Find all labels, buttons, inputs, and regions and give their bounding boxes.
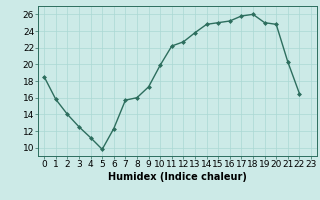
X-axis label: Humidex (Indice chaleur): Humidex (Indice chaleur) <box>108 172 247 182</box>
